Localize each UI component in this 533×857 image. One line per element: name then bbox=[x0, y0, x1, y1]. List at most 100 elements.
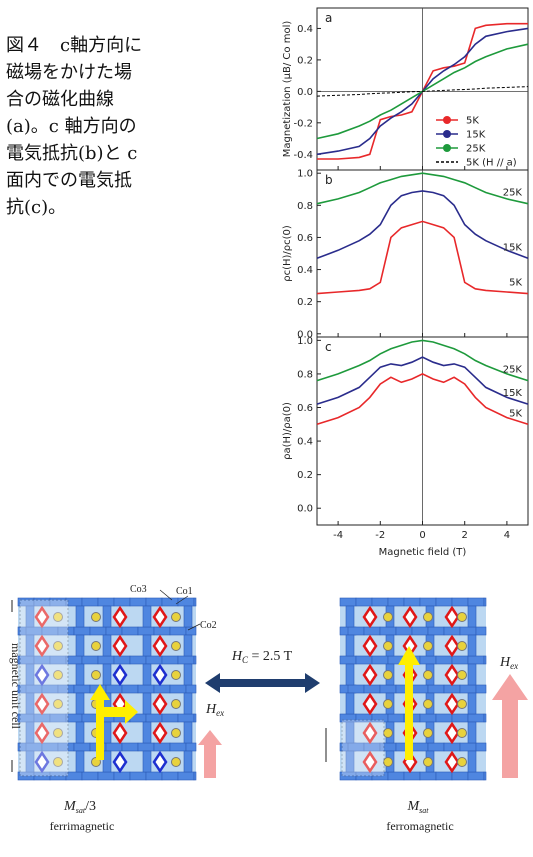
brick bbox=[186, 743, 196, 751]
pillar bbox=[468, 751, 476, 772]
y-tick-label: 0.6 bbox=[297, 233, 313, 244]
pillar bbox=[76, 664, 84, 685]
atom bbox=[172, 642, 181, 651]
brick bbox=[194, 714, 196, 722]
brick bbox=[106, 627, 122, 635]
brick bbox=[138, 627, 154, 635]
brick bbox=[380, 627, 396, 635]
brick bbox=[412, 627, 428, 635]
pillar bbox=[184, 693, 192, 714]
brick bbox=[138, 743, 154, 751]
suffix: /3 bbox=[85, 799, 96, 814]
brick bbox=[74, 685, 90, 693]
brick bbox=[114, 772, 130, 780]
chart-panel: -0.4-0.20.00.20.4Magnetization (μB/ Co m… bbox=[282, 8, 528, 170]
brick bbox=[170, 685, 186, 693]
brick bbox=[146, 772, 162, 780]
brick bbox=[114, 598, 130, 606]
subscript: ex bbox=[216, 708, 224, 718]
atom bbox=[458, 613, 467, 622]
brick bbox=[82, 714, 98, 722]
brick bbox=[178, 772, 194, 780]
atom bbox=[92, 613, 101, 622]
unit-cell-label: magnetic unit cell bbox=[9, 643, 23, 730]
brick bbox=[452, 598, 468, 606]
y-tick-label: 0.4 bbox=[297, 437, 313, 448]
series-label: 15K bbox=[503, 242, 523, 253]
panel-label: a bbox=[325, 11, 332, 25]
brick bbox=[348, 627, 364, 635]
brick bbox=[452, 656, 468, 664]
y-tick-label: 1.0 bbox=[297, 336, 313, 347]
brick bbox=[452, 772, 468, 780]
brick bbox=[476, 685, 486, 693]
pillar bbox=[346, 635, 354, 656]
pillar bbox=[346, 664, 354, 685]
brick bbox=[452, 714, 468, 722]
brick bbox=[420, 714, 436, 722]
atom bbox=[384, 671, 393, 680]
brick bbox=[380, 685, 396, 693]
brick bbox=[90, 627, 106, 635]
pillar bbox=[184, 664, 192, 685]
brick bbox=[146, 598, 162, 606]
brick bbox=[420, 598, 436, 606]
brick bbox=[484, 772, 486, 780]
y-tick-label: 1.0 bbox=[297, 169, 313, 180]
x-tick-label: 4 bbox=[504, 530, 510, 541]
transition-arrow bbox=[205, 673, 320, 693]
brick bbox=[356, 656, 372, 664]
atom bbox=[384, 613, 393, 622]
atom bbox=[384, 729, 393, 738]
brick bbox=[186, 685, 196, 693]
brick bbox=[484, 598, 486, 606]
atom bbox=[458, 700, 467, 709]
legend-marker bbox=[443, 130, 451, 138]
y-tick-label: -0.2 bbox=[293, 118, 313, 129]
pillar bbox=[468, 664, 476, 685]
brick bbox=[146, 656, 162, 664]
atom bbox=[424, 642, 433, 651]
atom bbox=[424, 613, 433, 622]
brick bbox=[404, 598, 420, 606]
pillar bbox=[468, 722, 476, 743]
pillar bbox=[346, 606, 354, 627]
diagram: magnetic unit cell Co3 Co1 Co2 HC = 2.5 … bbox=[9, 584, 528, 833]
brick bbox=[122, 743, 138, 751]
y-tick-label: 0.2 bbox=[297, 470, 313, 481]
pillar bbox=[76, 606, 84, 627]
brick bbox=[106, 743, 122, 751]
y-axis-title: Magnetization (μB/ Co mol) bbox=[282, 21, 293, 158]
atom bbox=[92, 642, 101, 651]
x-tick-label: 2 bbox=[462, 530, 468, 541]
brick bbox=[106, 685, 122, 693]
atom bbox=[92, 671, 101, 680]
pillar bbox=[103, 635, 111, 656]
brick bbox=[194, 656, 196, 664]
field-arrow bbox=[198, 730, 222, 778]
atom bbox=[424, 700, 433, 709]
figure: 図４ c軸方向に磁場をかけた場合の磁化曲線(a)。c 軸方向の電気抵抗(b)と … bbox=[0, 0, 533, 857]
pillar bbox=[184, 606, 192, 627]
brick bbox=[420, 656, 436, 664]
atom bbox=[424, 729, 433, 738]
brick bbox=[468, 772, 484, 780]
pillar bbox=[143, 751, 151, 772]
brick bbox=[146, 714, 162, 722]
brick bbox=[154, 627, 170, 635]
series-label: 25K bbox=[503, 188, 523, 199]
charts: -0.4-0.20.00.20.4Magnetization (μB/ Co m… bbox=[282, 8, 528, 558]
brick bbox=[122, 627, 138, 635]
suffix: = 2.5 T bbox=[248, 649, 293, 664]
field-label: Hex bbox=[205, 702, 224, 718]
y-tick-label: 0.6 bbox=[297, 403, 313, 414]
atom bbox=[424, 671, 433, 680]
x-tick-label: -2 bbox=[375, 530, 385, 541]
brick bbox=[194, 598, 196, 606]
y-tick-label: 0.4 bbox=[297, 265, 313, 276]
series-label: 5K bbox=[509, 408, 522, 419]
field-label: Hex bbox=[499, 655, 518, 671]
brick bbox=[178, 656, 194, 664]
